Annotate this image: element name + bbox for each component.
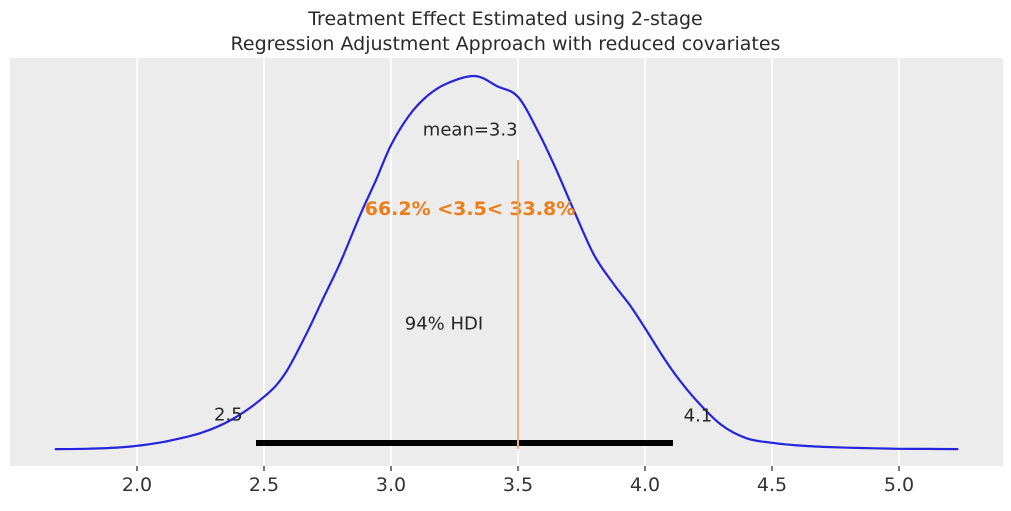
x-tick-label: 5.0 [883, 474, 915, 496]
x-tick-mark [771, 466, 773, 471]
hdi-lower-label: 2.5 [214, 404, 243, 426]
x-tick-mark [898, 466, 900, 471]
x-tick-label: 2.0 [121, 474, 153, 496]
hdi-bar [256, 440, 673, 446]
ref-value-line [516, 160, 520, 449]
ref-probability-text: 66.2% <3.5< 33.8% [364, 198, 576, 220]
kde-plot-canvas [54, 58, 959, 466]
x-tick-mark [263, 466, 265, 471]
x-tick-label: 3.5 [502, 474, 534, 496]
mean-label: mean=3.3 [422, 119, 518, 141]
x-tick-mark [390, 466, 392, 471]
plot-title: Treatment Effect Estimated using 2-stage… [0, 7, 1011, 57]
x-tick-label: 4.0 [629, 474, 661, 496]
plot-title-line1: Treatment Effect Estimated using 2-stage [308, 8, 703, 30]
x-tick-mark [644, 466, 646, 471]
kde-curve [54, 74, 959, 451]
x-tick-label: 3.0 [375, 474, 407, 496]
x-tick-mark [136, 466, 138, 471]
plot-title-line2: Regression Adjustment Approach with redu… [230, 33, 781, 55]
x-tick-label: 2.5 [248, 474, 280, 496]
plot-area [10, 58, 1003, 466]
vertical-gridlines [136, 58, 900, 466]
hdi-upper-label: 4.1 [683, 405, 713, 427]
x-tick-label: 4.5 [756, 474, 788, 496]
hdi-label: 94% HDI [404, 313, 484, 335]
x-tick-mark [517, 466, 519, 471]
